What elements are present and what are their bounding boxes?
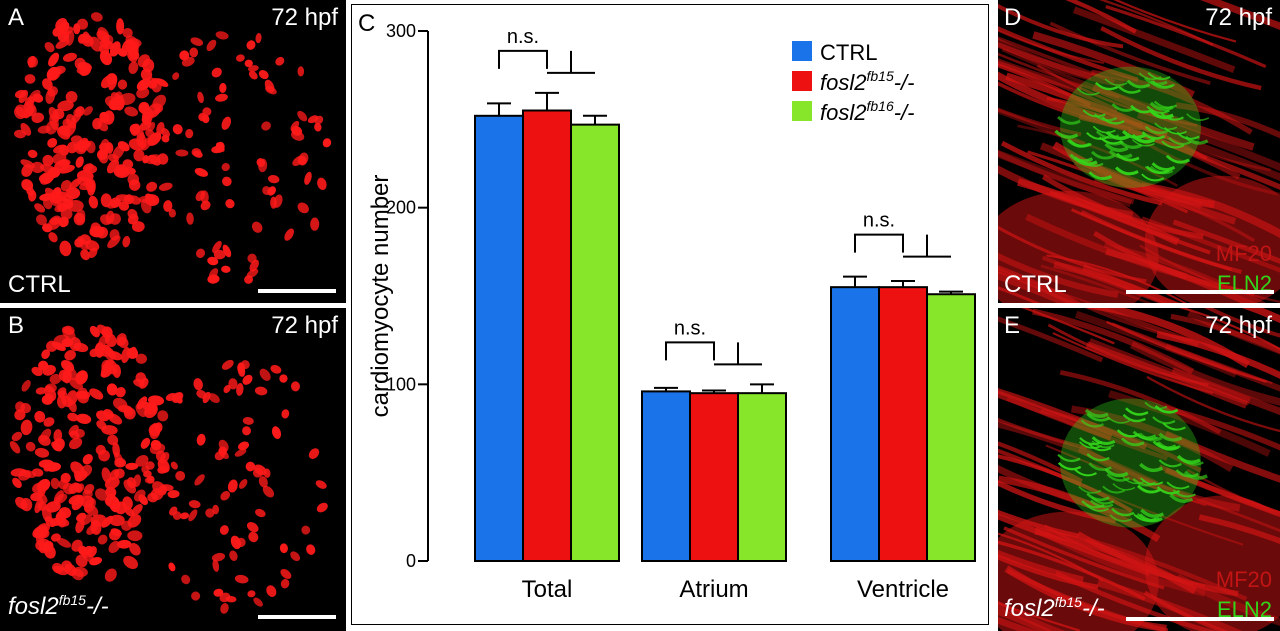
scale-bar-a <box>258 289 336 293</box>
significance-bracket <box>854 233 951 258</box>
nuclei-image-b <box>9 324 328 614</box>
scale-bar-e <box>1126 617 1274 621</box>
significance-bracket <box>498 49 595 74</box>
panel-letter-b: B <box>8 312 25 339</box>
bar <box>830 286 880 562</box>
panel-e-micrograph: E 72 hpf fosl2fb15-/- MF20 ELN2 <box>998 308 1280 631</box>
significance-label: n.s. <box>507 26 539 48</box>
bar <box>737 392 787 562</box>
scale-bar-d <box>1126 290 1274 294</box>
bar <box>878 286 928 562</box>
significance-bracket <box>665 341 762 366</box>
x-category-label: Ventricle <box>857 576 949 603</box>
stain-label-eln2-d: ELN2 <box>1216 271 1272 296</box>
significance-label: n.s. <box>674 317 706 339</box>
timepoint-label-b: 72 hpf <box>271 312 338 339</box>
panel-letter-d: D <box>1004 4 1022 31</box>
stain-label-eln2-e: ELN2 <box>1216 597 1272 622</box>
heart-image-e <box>998 308 1280 631</box>
stain-label-mf20-d: MF20 <box>1215 241 1272 266</box>
significance-label: n.s. <box>863 210 895 232</box>
y-tick-label: 300 <box>386 21 416 41</box>
legend-label: CTRL <box>820 40 877 65</box>
chart-panel: C 0 100 200 300 cardiomyocyte number Total n.s.… <box>351 4 989 625</box>
panel-letter-a: A <box>8 4 25 31</box>
heart-image-d <box>998 0 1280 303</box>
x-category-label: Total <box>522 576 573 603</box>
stain-label-mf20-e: MF20 <box>1215 567 1272 592</box>
panel-letter-c: C <box>358 10 375 37</box>
genotype-label-e: fosl2fb15-/- <box>1004 594 1105 622</box>
nuclei-image-a <box>13 12 332 284</box>
bar-chart: C 0 100 200 300 cardiomyocyte number Total n.s.… <box>358 10 976 603</box>
scale-bar-b <box>258 615 336 619</box>
bar <box>689 392 739 562</box>
x-category-label: Atrium <box>679 576 748 603</box>
timepoint-label-e: 72 hpf <box>1205 312 1272 339</box>
panel-d-micrograph: D 72 hpf CTRL MF20 ELN2 <box>998 0 1280 303</box>
bar <box>570 123 620 562</box>
legend-label: fosl2fb15-/- <box>820 68 915 95</box>
legend-swatch <box>792 41 812 61</box>
y-tick-label: 100 <box>386 374 416 394</box>
bar <box>641 390 691 562</box>
y-tick-label: 0 <box>406 551 416 571</box>
genotype-label-d: CTRL <box>1004 271 1067 298</box>
timepoint-label-d: 72 hpf <box>1205 4 1272 31</box>
y-axis-label: cardiomyocyte number <box>367 175 394 418</box>
genotype-label-b: fosl2fb15-/- <box>8 592 109 620</box>
panel-b-micrograph: B 72 hpf fosl2fb15-/- <box>0 308 346 631</box>
bar <box>522 109 572 562</box>
bar <box>474 114 524 563</box>
panel-letter-e: E <box>1004 312 1021 339</box>
legend-label: fosl2fb16-/- <box>820 98 915 125</box>
legend-swatch <box>792 71 812 91</box>
timepoint-label-a: 72 hpf <box>271 4 338 31</box>
y-tick-label: 200 <box>386 198 416 218</box>
legend-swatch <box>792 101 812 121</box>
panel-a-micrograph: A 72 hpf CTRL <box>0 0 346 303</box>
genotype-label-a: CTRL <box>8 271 71 298</box>
bar <box>926 293 976 562</box>
